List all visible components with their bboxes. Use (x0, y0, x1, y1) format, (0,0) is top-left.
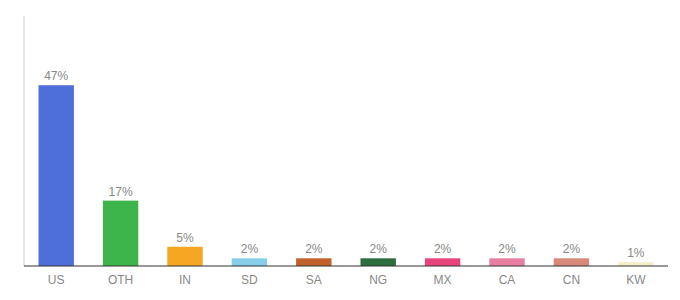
bar (360, 258, 395, 266)
x-tick-label: US (48, 273, 65, 287)
x-tick-label: SA (306, 273, 322, 287)
bar (425, 258, 460, 266)
x-tick-label: CA (499, 273, 516, 287)
data-label: 1% (627, 246, 645, 260)
data-label: 2% (563, 242, 581, 256)
x-tick-label: IN (179, 273, 191, 287)
data-label: 2% (305, 242, 323, 256)
bar (103, 201, 138, 266)
bar (167, 247, 202, 266)
bar (554, 258, 589, 266)
y-axis-line (24, 16, 25, 266)
bars (38, 85, 653, 266)
data-label: 2% (370, 242, 388, 256)
x-tick-label: CN (563, 273, 580, 287)
data-label: 5% (176, 231, 194, 245)
bar (232, 258, 267, 266)
chart-svg: US OTH IN SD SA NG MX CA CN KW 47% 17% 5% 2% 2% 2% 2% 2% 2… (0, 0, 680, 300)
data-label: 2% (241, 242, 259, 256)
data-label: 47% (44, 69, 68, 83)
bar (489, 258, 524, 266)
x-tick-label: KW (626, 273, 646, 287)
x-tick-label: SD (241, 273, 258, 287)
data-label: 2% (498, 242, 516, 256)
chart-container: US OTH IN SD SA NG MX CA CN KW 47% 17% 5% 2% 2% 2% 2% 2% 2… (0, 0, 680, 300)
x-tick-label: MX (434, 273, 452, 287)
x-axis-line (24, 265, 668, 266)
x-tick-label: NG (369, 273, 387, 287)
bar (296, 258, 331, 266)
data-label: 17% (109, 185, 133, 199)
data-label: 2% (434, 242, 452, 256)
bar (38, 85, 73, 266)
x-tick-label: OTH (108, 273, 133, 287)
